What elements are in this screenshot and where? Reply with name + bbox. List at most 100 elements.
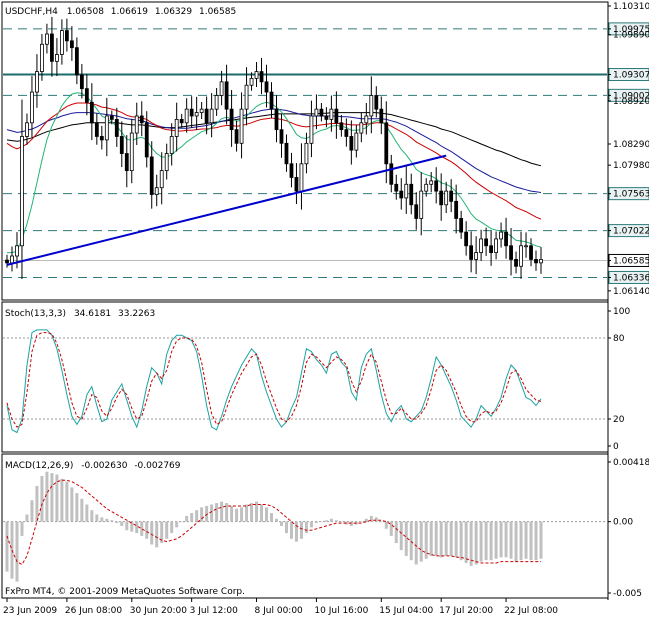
candle-body [254, 71, 259, 79]
candle-body [209, 108, 214, 124]
macd-tick-label: -0.005 [613, 589, 642, 599]
candle-body [144, 122, 149, 158]
candle-body [99, 136, 104, 141]
macd-bar [270, 513, 274, 522]
candle-body [224, 81, 229, 110]
macd-bar [95, 514, 99, 522]
macd-bar [469, 521, 473, 566]
candle-body [149, 156, 154, 195]
macd-bar [40, 475, 44, 522]
candle-body [494, 238, 498, 253]
candle-body [429, 180, 434, 185]
candle-body [314, 108, 319, 117]
macd-name: MACD(12,26,9) [5, 461, 73, 471]
candle-body [179, 118, 184, 124]
candle-body [114, 118, 119, 137]
price-tick-label: 1.09002 [613, 91, 649, 101]
macd-bar [25, 514, 29, 522]
macd-bar [105, 518, 109, 522]
candle-body [139, 115, 144, 124]
macd-bar [529, 521, 533, 561]
macd-bar [165, 521, 169, 539]
candle-body [5, 259, 9, 264]
macd-bar [225, 503, 229, 522]
candle-body [499, 231, 503, 240]
candle-body [20, 136, 24, 247]
macd-signal-line [6, 479, 541, 566]
macd-bar [50, 473, 54, 522]
macd-bar [449, 521, 453, 556]
macd-bar [85, 504, 89, 522]
macd-bar [429, 521, 433, 556]
macd-bar [5, 521, 9, 572]
candle-body [294, 177, 299, 192]
candle-body [504, 231, 508, 247]
macd-bar [304, 521, 308, 534]
candle-body [229, 108, 234, 131]
candle-body [159, 170, 164, 189]
macd-bar [175, 521, 179, 528]
candle-body [334, 108, 339, 124]
stoch-panel-frame [1, 301, 609, 453]
macd-bar [274, 518, 278, 522]
macd-bar [539, 521, 543, 559]
time-tick-label: 15 Jul 04:00 [379, 606, 433, 616]
macd-bar [374, 517, 378, 522]
candle-body [104, 115, 109, 141]
macd-signal-value: -0.002769 [134, 461, 180, 471]
macd-bar [384, 521, 388, 529]
macd-bar [265, 507, 269, 522]
time-tick-label: 10 Jul 16:00 [314, 606, 368, 616]
candle-body [124, 153, 129, 172]
macd-bar [130, 521, 134, 532]
price-tick-label: 1.07563 [613, 190, 649, 200]
stoch-lines [6, 329, 542, 434]
stoch-name: Stoch(13,3,3) [5, 309, 66, 319]
macd-bar [60, 478, 64, 522]
macd-bar [155, 521, 159, 548]
macd-bar [534, 521, 538, 561]
macd-bar [504, 521, 508, 558]
macd-bar [479, 521, 483, 562]
macd-bar [509, 521, 513, 559]
macd-bar [35, 485, 39, 522]
macd-bar [359, 521, 363, 523]
candle-body [404, 183, 409, 199]
macd-bar [294, 521, 298, 542]
candle-body [299, 163, 304, 192]
macd-bar [145, 521, 149, 539]
candle-body [274, 108, 279, 131]
price-tick-label: 1.07980 [613, 161, 649, 171]
time-tick-label: 22 Jul 08:00 [504, 606, 558, 616]
candle-body [45, 33, 49, 45]
macd-bar [299, 521, 303, 539]
macd-bar [489, 521, 493, 561]
macd-bar [524, 521, 528, 559]
macd-bar [394, 521, 398, 544]
macd-bar [339, 521, 343, 523]
macd-bar [200, 507, 204, 522]
candle-body [25, 122, 29, 137]
macd-bar [349, 521, 353, 526]
candle-body [169, 136, 174, 154]
macd-bar [90, 510, 94, 522]
candle-body [524, 245, 528, 248]
candle-body [389, 163, 394, 185]
macd-bar [220, 501, 224, 522]
macd-bar [309, 521, 313, 528]
candle-body [464, 231, 469, 247]
macd-bar [364, 518, 368, 522]
candle-body [94, 122, 99, 137]
time-axis: 23 Jun 2009 26 Jun 08:00 30 Jun 20:00 3 Jul… [3, 598, 558, 616]
macd-bar [55, 474, 59, 522]
macd-bar [514, 521, 518, 562]
candle-body [64, 30, 69, 42]
macd-histogram [5, 471, 543, 582]
macd-bar [434, 521, 438, 556]
low-value: 1.06329 [155, 7, 192, 17]
candle-body [309, 115, 314, 144]
stoch-axis: 100 80 20 0 [608, 307, 630, 452]
macd-bar [195, 510, 199, 522]
macd-bar [65, 481, 69, 522]
